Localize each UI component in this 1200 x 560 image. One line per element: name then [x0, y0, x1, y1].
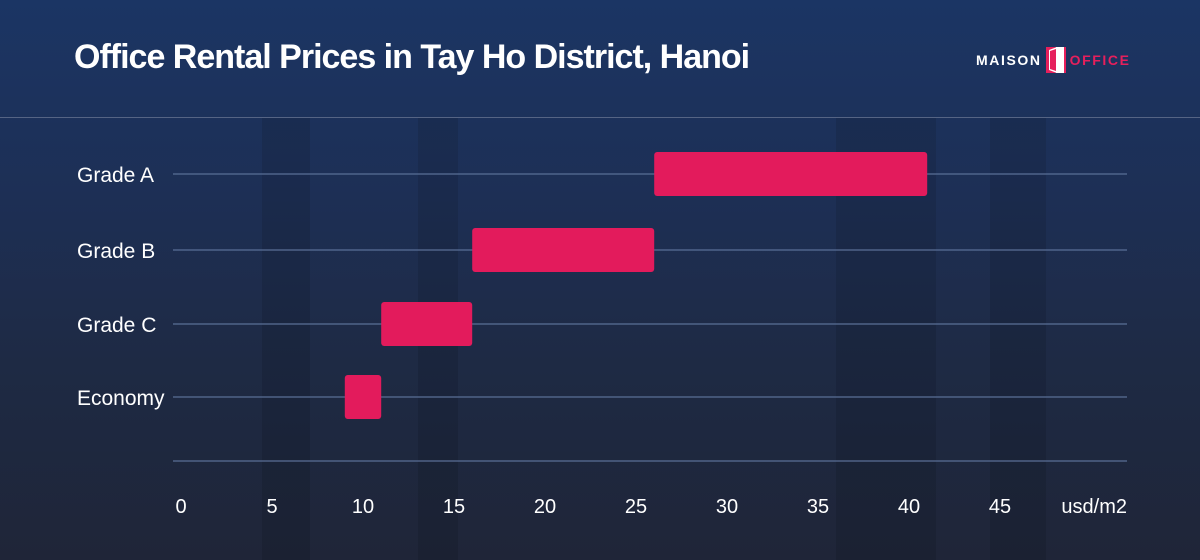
range-bar — [344, 375, 382, 419]
x-tick-label: 15 — [443, 496, 465, 518]
page-title: Office Rental Prices in Tay Ho District,… — [74, 38, 750, 76]
x-axis-unit-label: usd/m2 — [1061, 496, 1127, 518]
range-bar — [381, 302, 473, 346]
background-stripe — [990, 118, 1046, 560]
range-bar — [654, 152, 928, 196]
x-tick-label: 35 — [807, 496, 829, 518]
header-divider — [0, 117, 1200, 118]
category-label: Economy — [77, 387, 165, 410]
x-tick-label: 25 — [625, 496, 647, 518]
logo-text-office: OFFICE — [1069, 52, 1131, 68]
x-tick-label: 40 — [898, 496, 920, 518]
logo-door-icon — [1045, 47, 1066, 73]
category-label: Grade A — [77, 164, 154, 187]
x-tick-label: 10 — [352, 496, 374, 518]
category-label: Grade B — [77, 240, 155, 263]
logo-text-maison: MAISON — [976, 52, 1042, 68]
x-tick-label: 45 — [989, 496, 1011, 518]
range-bar — [472, 228, 655, 272]
x-tick-label: 0 — [175, 496, 186, 518]
x-tick-label: 20 — [534, 496, 556, 518]
x-tick-label: 30 — [716, 496, 738, 518]
background-stripe — [262, 118, 310, 560]
category-label: Grade C — [77, 314, 156, 337]
x-tick-label: 5 — [266, 496, 277, 518]
brand-logo: MAISON OFFICE — [976, 46, 1131, 74]
